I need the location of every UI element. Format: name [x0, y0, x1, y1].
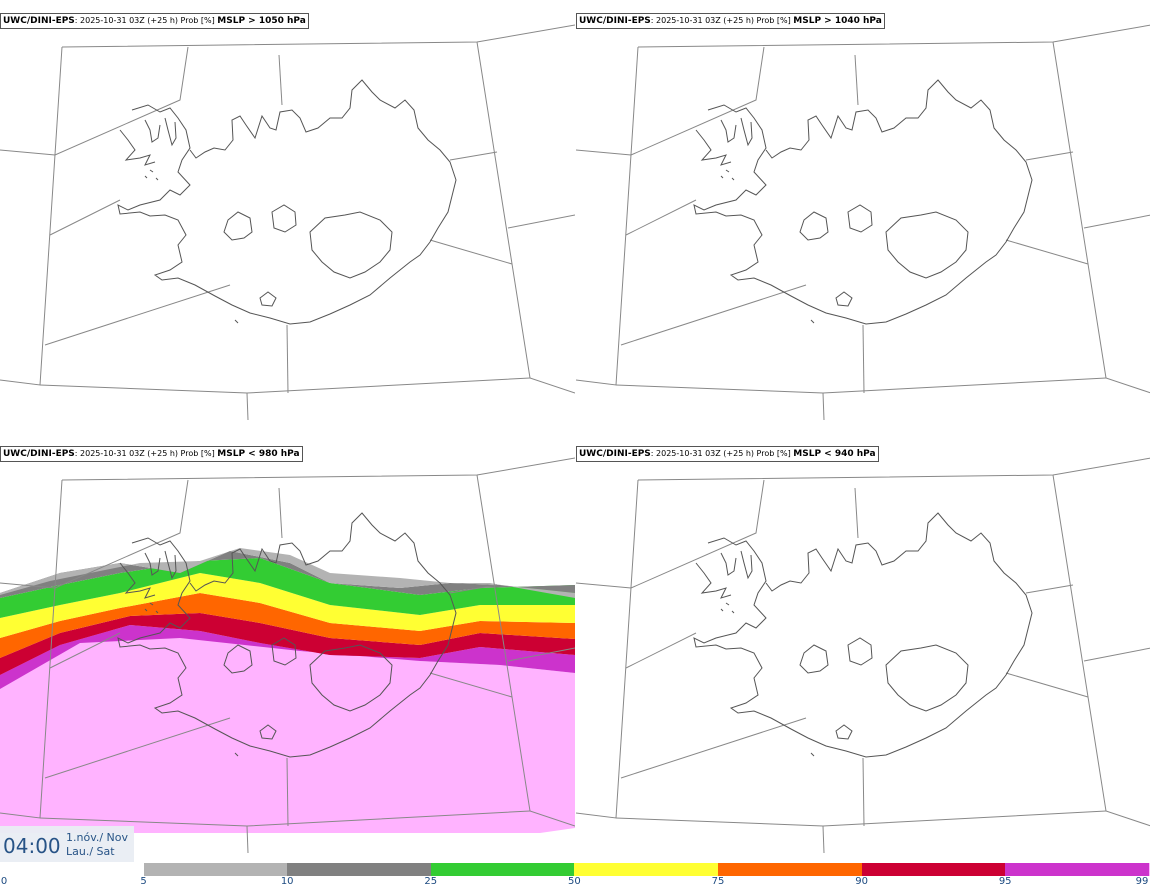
- colorbar-bin-90-95: [861, 863, 1006, 876]
- model-name: UWC/DINI-EPS: [3, 16, 75, 26]
- colorbar-tick-label: 50: [568, 876, 581, 887]
- map-canvas: [0, 24, 575, 421]
- map-panel-2: UWC/DINI-EPS: 2025-10-31 03Z (+25 h) Pro…: [576, 0, 1150, 430]
- colorbar-bin-75-90: [718, 863, 862, 876]
- colorbar-tick-label: 25: [424, 876, 438, 887]
- colorbar-tick-label: 99: [1135, 876, 1149, 887]
- colorbar-bin-95-99: [1005, 863, 1149, 876]
- run-info: : 2025-10-31 03Z (+25 h) Prob [%]: [74, 449, 218, 458]
- colorbar-tick-label: 95: [998, 876, 1012, 887]
- field-name: MSLP > 1040 hPa: [793, 16, 882, 26]
- colorbar: 0 5 10 25 50 75 90 95 99: [0, 862, 1150, 891]
- field-name: MSLP > 1050 hPa: [217, 16, 306, 26]
- valid-date: 1.nóv./ Nov Lau./ Sat: [66, 831, 128, 859]
- panel-title: UWC/DINI-EPS: 2025-10-31 03Z (+25 h) Pro…: [0, 13, 309, 29]
- valid-date-line1: 1.nóv./ Nov: [66, 831, 129, 844]
- run-info: : 2025-10-31 03Z (+25 h) Prob [%]: [650, 449, 794, 458]
- model-name: UWC/DINI-EPS: [579, 449, 651, 459]
- run-info: : 2025-10-31 03Z (+25 h) Prob [%]: [74, 16, 218, 25]
- valid-time-box: 04:00 1.nóv./ Nov Lau./ Sat: [0, 826, 134, 862]
- prob-band-95: [0, 625, 575, 689]
- panel-title: UWC/DINI-EPS: 2025-10-31 03Z (+25 h) Pro…: [576, 446, 879, 462]
- map-canvas: [0, 457, 575, 854]
- probability-shading: [0, 548, 575, 833]
- map-panel-4: UWC/DINI-EPS: 2025-10-31 03Z (+25 h) Pro…: [576, 433, 1150, 863]
- map-panel-1: UWC/DINI-EPS: 2025-10-31 03Z (+25 h) Pro…: [0, 0, 575, 430]
- prob-band-5: [0, 548, 575, 598]
- panel-title: UWC/DINI-EPS: 2025-10-31 03Z (+25 h) Pro…: [576, 13, 885, 29]
- colorbar-bin-10-25: [287, 863, 431, 876]
- map-panel-3: UWC/DINI-EPS: 2025-10-31 03Z (+25 h) Pro…: [0, 433, 575, 863]
- prob-band-10: [0, 551, 575, 598]
- colorbar-tick-label: 10: [280, 876, 294, 887]
- prob-band-75: [0, 593, 575, 658]
- colorbar-bin-25-50: [430, 863, 575, 876]
- model-name: UWC/DINI-EPS: [579, 16, 651, 26]
- colorbar-bin-99-100: [1148, 863, 1150, 876]
- model-name: UWC/DINI-EPS: [3, 449, 75, 459]
- colorbar-bin-5-10: [143, 863, 288, 876]
- valid-date-line2: Lau./ Sat: [66, 845, 115, 858]
- field-name: MSLP < 940 hPa: [793, 449, 876, 459]
- prob-band-90: [0, 613, 575, 675]
- colorbar-tick-label: 0: [0, 876, 8, 887]
- colorbar-tick-label: 5: [140, 876, 147, 887]
- prob-band-25: [0, 558, 575, 618]
- run-info: : 2025-10-31 03Z (+25 h) Prob [%]: [650, 16, 794, 25]
- map-canvas: [576, 457, 1150, 854]
- map-canvas: [576, 24, 1150, 421]
- prob-band-99: [0, 629, 575, 833]
- valid-time: 04:00: [3, 834, 61, 858]
- panel-title: UWC/DINI-EPS: 2025-10-31 03Z (+25 h) Pro…: [0, 446, 303, 462]
- field-name: MSLP < 980 hPa: [217, 449, 300, 459]
- colorbar-bin-50-75: [574, 863, 718, 876]
- colorbar-tick-label: 90: [855, 876, 868, 887]
- colorbar-tick-label: 75: [711, 876, 725, 887]
- prob-band-50: [0, 573, 575, 638]
